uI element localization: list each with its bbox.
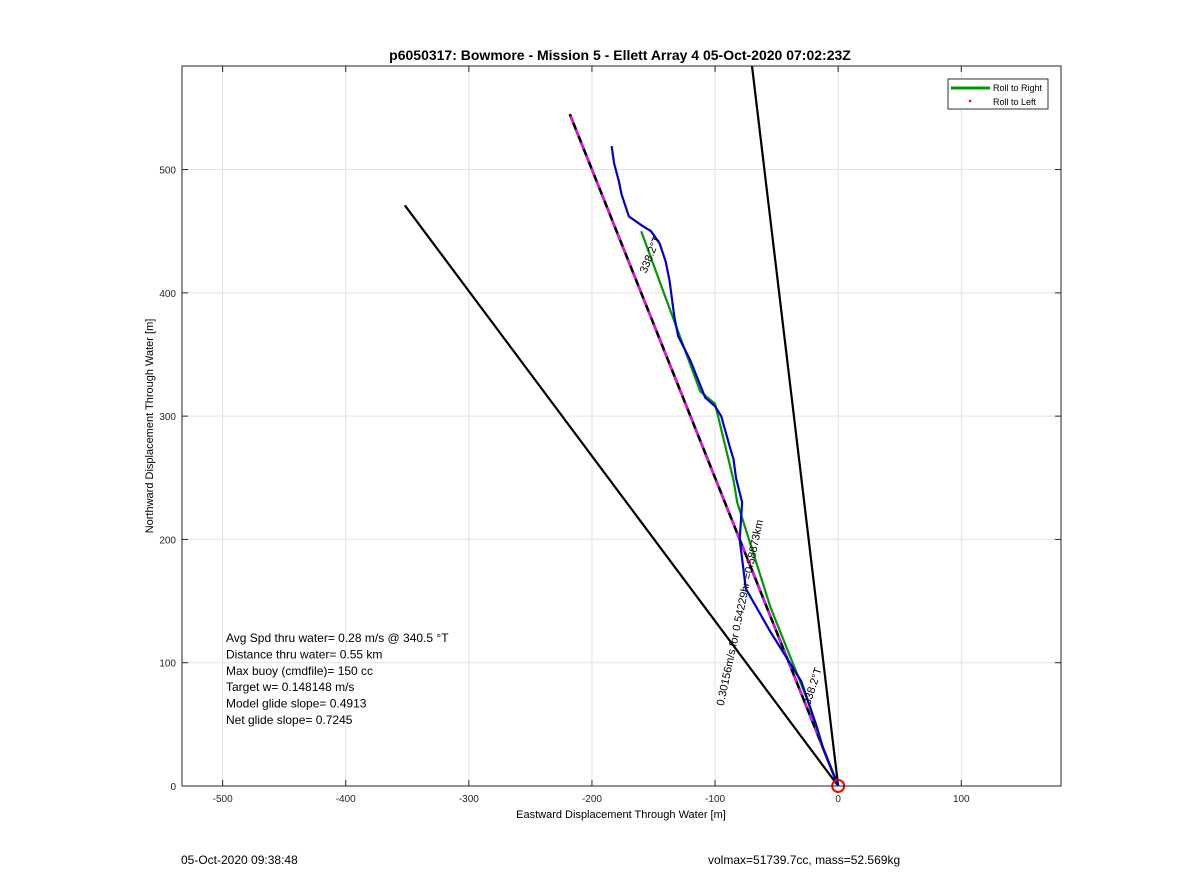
y-axis-label: Northward Displacement Through Water [m] — [144, 319, 156, 534]
x-tick-label: -200 — [582, 794, 602, 805]
axes: -500 -400 -300 -200 -100 0 100 0 100 200 300 400 500 — [159, 65, 1062, 805]
x-tick-label: 100 — [953, 794, 970, 805]
legend-swatch-left — [968, 99, 972, 103]
footer-timestamp: 05-Oct-2020 09:38:48 — [181, 853, 298, 867]
x-tick-label: -400 — [336, 794, 356, 805]
annotation-line: Avg Spd thru water= 0.28 m/s @ 340.5 °T — [226, 631, 449, 645]
glider-track — [610, 145, 840, 787]
x-tick-label: -100 — [705, 794, 725, 805]
line-label: 338.2°T — [638, 234, 664, 275]
y-tick-label: 200 — [159, 535, 176, 546]
heading-line — [403, 204, 840, 787]
annotation-line: Target w= 0.148148 m/s — [226, 680, 354, 694]
legend-label-left: Roll to Left — [993, 97, 1037, 107]
target-track-dash — [568, 113, 840, 787]
chart-title: p6050317: Bowmore - Mission 5 - Ellett A… — [389, 47, 851, 63]
annotations: Avg Spd thru water= 0.28 m/s @ 340.5 °T D… — [226, 631, 449, 727]
grid — [182, 66, 1061, 787]
footer-vehicle-info: volmax=51739.7cc, mass=52.569kg — [708, 853, 901, 867]
annotation-line: Distance thru water= 0.55 km — [226, 647, 382, 661]
annotation-line: Model glide slope= 0.4913 — [226, 697, 367, 711]
heading-line — [750, 65, 840, 787]
annotation-line: Max buoy (cmdfile)= 150 cc — [226, 664, 373, 678]
x-tick-label: -300 — [459, 794, 479, 805]
y-tick-label: 300 — [159, 412, 176, 423]
y-tick-label: 500 — [159, 166, 176, 177]
line-label: 338.2°T — [801, 666, 824, 707]
x-axis-label: Eastward Displacement Through Water [m] — [516, 809, 726, 821]
x-tick-label: -500 — [213, 794, 233, 805]
y-tick-label: 0 — [170, 782, 176, 793]
legend: Roll to Right Roll to Left — [947, 78, 1049, 110]
x-tick-label: 0 — [835, 794, 841, 805]
y-tick-label: 400 — [159, 289, 176, 300]
y-tick-label: 100 — [159, 659, 176, 670]
plot-area-border — [181, 65, 1062, 787]
legend-label-right: Roll to Right — [993, 83, 1043, 93]
legend-box — [947, 78, 1049, 110]
annotation-line: Net glide slope= 0.7245 — [226, 713, 353, 727]
